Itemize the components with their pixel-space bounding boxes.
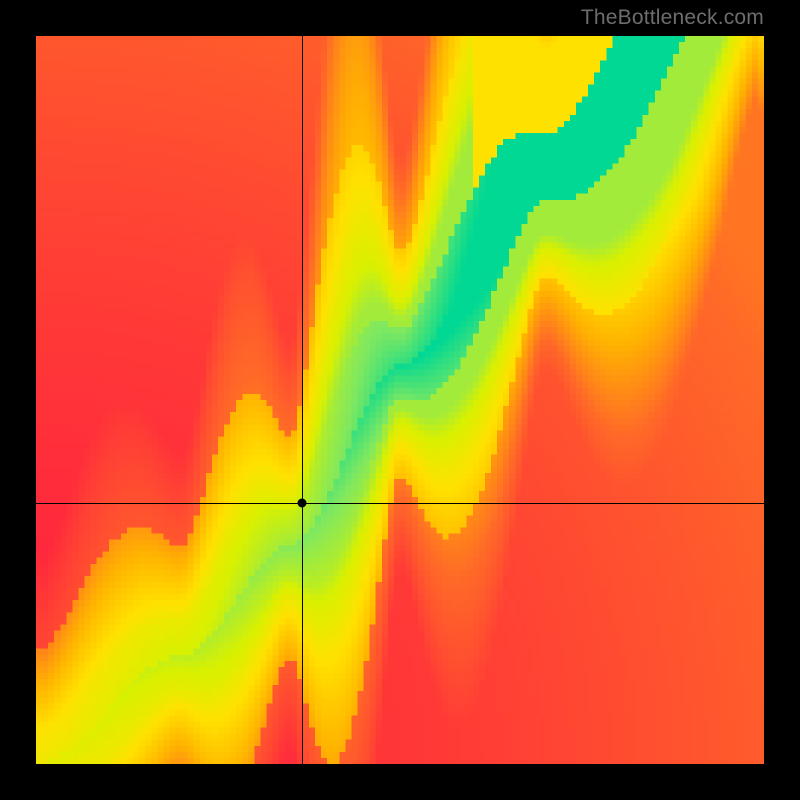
heatmap-canvas (36, 36, 764, 764)
watermark-text: TheBottleneck.com (581, 6, 764, 30)
heatmap-plot (36, 36, 764, 764)
crosshair-marker (298, 498, 307, 507)
crosshair-vertical (302, 36, 303, 764)
crosshair-horizontal (36, 503, 764, 504)
